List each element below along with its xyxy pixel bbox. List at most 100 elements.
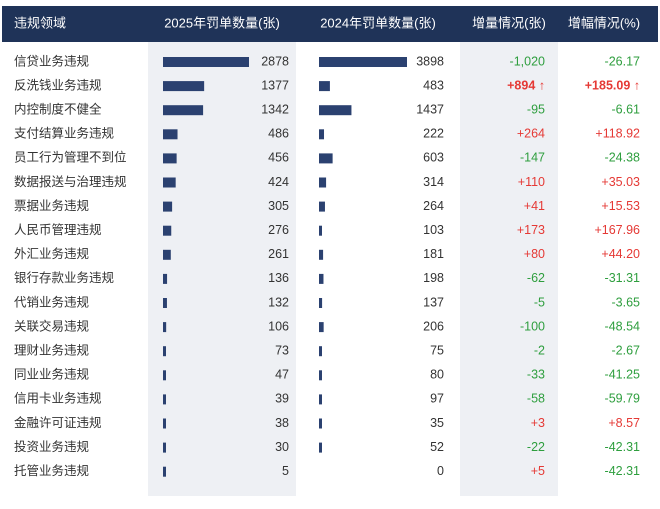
value-2025: 132 (268, 295, 289, 309)
header-cell: 2025年罚单数量(张) (164, 15, 280, 30)
bar-2025 (163, 442, 166, 453)
value-2024: 52 (430, 440, 444, 454)
row-label: 支付结算业务违规 (14, 126, 114, 141)
growth-rate: -3.65 (612, 295, 641, 309)
growth-rate: +15.53 (601, 199, 640, 213)
increment: -147 (520, 151, 545, 165)
bar-2025 (163, 225, 172, 236)
value-2024: 75 (430, 343, 444, 357)
bar-2025 (163, 346, 166, 357)
growth-rate: -2.67 (612, 343, 641, 357)
column-shade (460, 40, 558, 496)
increment: +5 (531, 464, 545, 478)
bar-2024 (319, 57, 407, 67)
increment: +80 (524, 247, 545, 261)
bar-2024 (319, 129, 325, 140)
value-2024: 264 (423, 199, 444, 213)
value-2024: 137 (423, 295, 444, 309)
bar-2025 (163, 466, 166, 477)
bar-2024 (319, 81, 330, 92)
bar-2025 (163, 129, 178, 140)
row-label: 同业业务违规 (14, 367, 89, 382)
header-cell: 2024年罚单数量(张) (320, 15, 436, 30)
increment: +264 (517, 127, 545, 141)
value-2024: 0 (437, 464, 444, 478)
row-label: 外汇业务违规 (14, 246, 89, 261)
bar-2024 (319, 225, 322, 236)
row-label: 人民币管理违规 (14, 222, 102, 237)
value-2025: 1342 (261, 102, 289, 116)
header-cell: 违规领域 (14, 15, 66, 30)
bar-2025 (163, 394, 166, 405)
value-2024: 222 (423, 127, 444, 141)
value-2024: 3898 (416, 54, 444, 68)
growth-rate: +118.92 (595, 127, 640, 141)
bar-2024 (319, 201, 325, 212)
increment: -33 (527, 368, 545, 382)
value-2025: 305 (268, 199, 289, 213)
row-label: 反洗钱业务违规 (14, 77, 102, 92)
value-2025: 261 (268, 247, 289, 261)
value-2025: 73 (275, 343, 289, 357)
bar-2024 (319, 442, 322, 453)
value-2024: 603 (423, 151, 444, 165)
value-2024: 97 (430, 392, 444, 406)
increment: +894 ↑ (507, 78, 545, 92)
value-2025: 456 (268, 151, 289, 165)
value-2024: 181 (423, 247, 444, 261)
growth-rate: +44.20 (601, 247, 640, 261)
growth-rate: -48.54 (605, 319, 640, 333)
increment: -22 (527, 440, 545, 454)
value-2024: 35 (430, 416, 444, 430)
row-label: 投资业务违规 (14, 439, 89, 454)
growth-rate: -6.61 (612, 102, 641, 116)
row-label: 信贷业务违规 (14, 53, 89, 68)
growth-rate: -31.31 (605, 271, 640, 285)
growth-rate: +185.09 ↑ (585, 78, 640, 92)
bar-2024 (319, 177, 327, 188)
value-2025: 30 (275, 440, 289, 454)
row-label: 金融许可证违规 (14, 415, 102, 430)
value-2025: 38 (275, 416, 289, 430)
increment: -2 (534, 343, 545, 357)
increment: -62 (527, 271, 545, 285)
growth-rate: +35.03 (601, 175, 640, 189)
value-2024: 206 (423, 319, 444, 333)
increment: +110 (518, 175, 545, 189)
column-shade (148, 40, 296, 496)
row-label: 银行存款业务违规 (14, 270, 114, 285)
growth-rate: -26.17 (605, 54, 640, 68)
bar-2025 (163, 201, 173, 212)
value-2025: 276 (268, 223, 289, 237)
row-label: 数据报送与治理违规 (14, 174, 127, 189)
header-cell: 增幅情况(%) (568, 15, 640, 30)
growth-rate: -41.25 (605, 368, 640, 382)
bar-2025 (163, 81, 205, 92)
bar-2025 (163, 273, 168, 284)
header-bar (2, 6, 658, 42)
growth-rate: -24.38 (605, 151, 640, 165)
value-2025: 136 (268, 271, 289, 285)
value-2025: 486 (268, 127, 289, 141)
bar-2025 (163, 249, 171, 260)
growth-rate: -42.31 (605, 464, 640, 478)
value-2024: 1437 (416, 102, 444, 116)
row-label: 信用卡业务违规 (14, 391, 102, 406)
bar-2024 (319, 105, 352, 116)
growth-rate: -42.31 (605, 440, 640, 454)
value-2024: 483 (423, 78, 444, 92)
value-2025: 2878 (261, 54, 289, 68)
value-2024: 103 (423, 223, 444, 237)
value-2025: 39 (275, 392, 289, 406)
row-label: 票据业务违规 (14, 198, 89, 213)
value-2024: 198 (423, 271, 444, 285)
value-2025: 106 (268, 319, 289, 333)
bar-2024 (319, 153, 333, 164)
bar-2024 (319, 370, 322, 381)
row-label: 员工行为管理不到位 (14, 150, 127, 165)
row-label: 托管业务违规 (14, 463, 89, 478)
bar-2024 (319, 346, 322, 357)
increment: -58 (527, 392, 545, 406)
increment: +3 (531, 416, 545, 430)
